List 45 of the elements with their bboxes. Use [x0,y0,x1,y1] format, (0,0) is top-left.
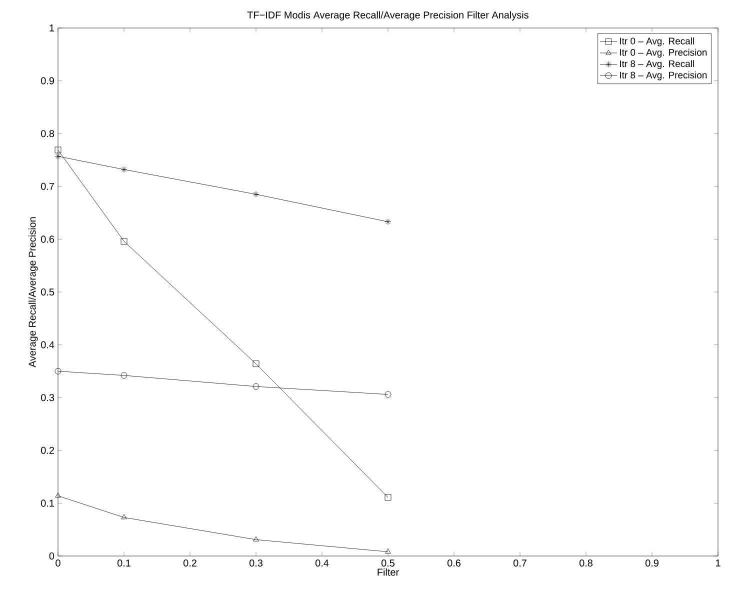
point [120,372,128,379]
point [384,494,392,501]
x-tick-label: 0.5 [381,560,395,567]
point [55,492,61,498]
y-tick-label: 0.8 [41,130,54,138]
y-tick-label: 1 [50,24,54,32]
point [385,548,391,554]
x-tick-label: 0.4 [315,560,329,567]
x-tick-label: 0.8 [579,560,592,567]
x-tick-label: 0.2 [183,560,196,567]
legend-label: Itr 0 – Avg. Recall [620,37,694,46]
point [54,146,62,154]
point [384,391,392,398]
point [54,368,62,374]
y-tick-label: 0.7 [41,182,54,190]
y-tick-label: 0.2 [41,446,54,454]
point [253,536,259,542]
point [384,218,392,225]
x-tick-label: 0.6 [447,560,460,567]
legend-label: Itr 0 – Avg. Precision [620,48,707,58]
x-tick-label: 0.7 [513,560,526,567]
point [121,514,127,520]
chart-title: TF−IDF Modis Average Recall/Average Precision Filter Analysis [247,11,528,20]
point [120,166,128,173]
x-tick-label: 0.9 [645,560,658,567]
x-tick-label: 0 [56,560,60,567]
y-tick-label: 0 [49,552,54,560]
y-tick-label: 0.3 [41,394,54,402]
y-tick-label: 0.9 [41,77,54,84]
x-tick-label: 0.3 [249,560,262,567]
point [252,383,260,390]
x-tick-label: 0.1 [117,560,130,567]
y-axis-title: Average Recall/Average Precision [28,217,38,368]
y-tick-label: 0.1 [41,500,54,507]
legend-label: Itr 8 – Avg. Precision [620,71,707,80]
point [120,238,128,244]
legend-label: Itr 8 – Avg. Recall [620,60,694,69]
y-tick-label: 0.5 [41,288,54,296]
point [54,153,62,160]
y-tick-label: 0.6 [41,236,54,243]
point [252,360,260,367]
x-tick-label: 1 [716,560,720,566]
y-tick-label: 0.4 [41,341,54,348]
point [252,191,260,198]
x-axis-title: Filter [378,568,399,576]
